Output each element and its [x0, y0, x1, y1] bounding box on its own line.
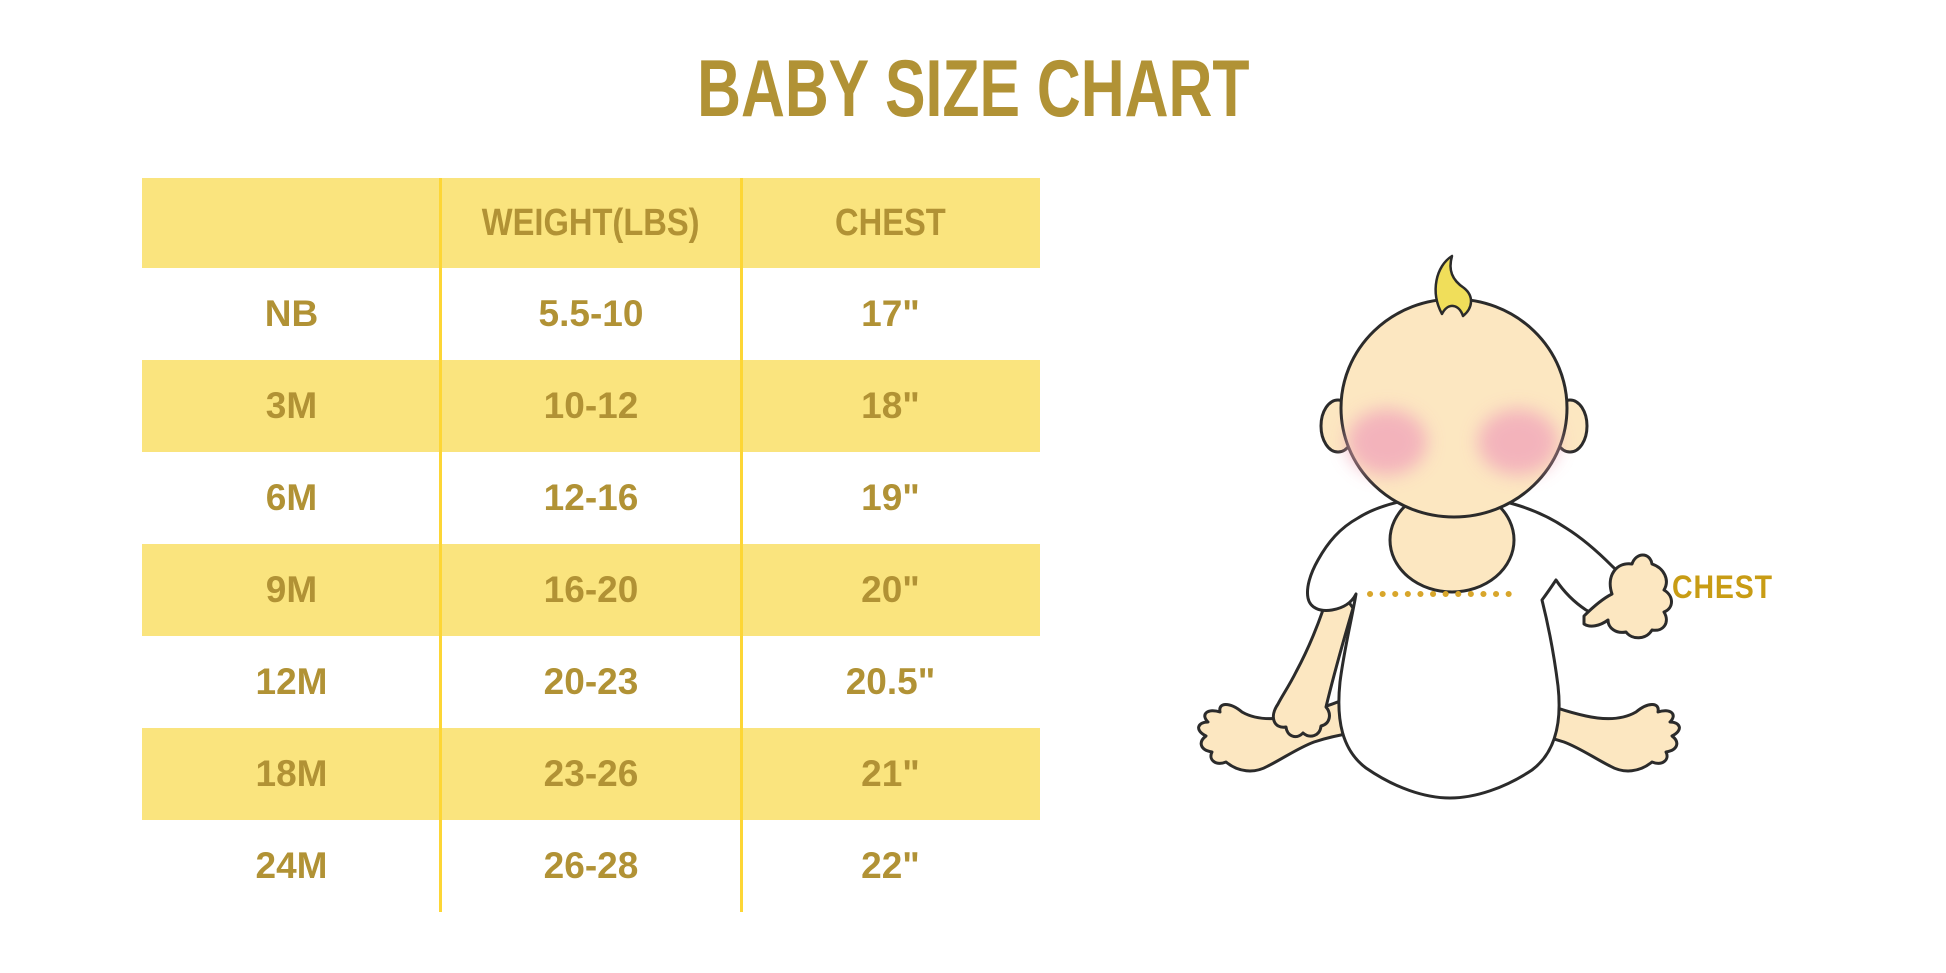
chest-measurement-label: CHEST	[1672, 571, 1785, 603]
chest-cell: 18"	[861, 385, 920, 426]
table-row: 18M 23-26 21"	[142, 728, 1040, 820]
weight-cell: 12-16	[543, 477, 639, 518]
chest-cell: 21"	[861, 753, 920, 794]
baby-illustration	[1197, 254, 1681, 800]
size-cell: 24M	[255, 845, 328, 886]
table-row: 12M 20-23 20.5"	[142, 636, 1040, 728]
table-header-row: WEIGHT(LBS) CHEST	[142, 178, 1040, 268]
table-row: 9M 16-20 20"	[142, 544, 1040, 636]
table-row: 6M 12-16 19"	[142, 452, 1040, 544]
chest-measurement-label-text: CHEST	[1672, 569, 1773, 605]
table-row: 24M 26-28 22"	[142, 820, 1040, 912]
weight-cell: 5.5-10	[538, 293, 644, 334]
header-size-cell	[142, 178, 441, 268]
size-cell: NB	[264, 293, 319, 334]
baby-blush-left	[1347, 409, 1427, 475]
size-cell: 6M	[265, 477, 318, 518]
baby-head	[1339, 297, 1569, 519]
weight-cell: 20-23	[543, 661, 639, 702]
size-cell: 18M	[255, 753, 328, 794]
column-divider-2	[740, 178, 743, 912]
weight-cell: 23-26	[543, 753, 639, 794]
size-table-body: NB 5.5-10 17" 3M 10-12 18" 6M 12-16 19" …	[142, 268, 1040, 912]
baby-blush-right	[1478, 409, 1558, 475]
table-row: NB 5.5-10 17"	[142, 268, 1040, 360]
weight-cell: 26-28	[543, 845, 639, 886]
baby-left-arm	[1271, 580, 1355, 739]
header-weight-label: WEIGHT(LBS)	[482, 201, 700, 244]
size-cell: 3M	[265, 385, 318, 426]
weight-cell: 16-20	[543, 569, 639, 610]
chest-cell: 20.5"	[845, 661, 936, 702]
chest-cell: 17"	[861, 293, 920, 334]
size-cell: 12M	[255, 661, 328, 702]
page-title-text: BABY SIZE CHART	[696, 44, 1250, 134]
weight-cell: 10-12	[543, 385, 639, 426]
baby-hair-curl	[1434, 254, 1473, 318]
chest-cell: 20"	[861, 569, 920, 610]
column-divider-1	[439, 178, 442, 912]
baby-right-fist	[1582, 553, 1673, 640]
chest-cell: 19"	[861, 477, 920, 518]
header-chest-cell: CHEST	[741, 178, 1040, 268]
chest-cell: 22"	[861, 845, 920, 886]
header-weight-cell: WEIGHT(LBS)	[441, 178, 741, 268]
page-title: BABY SIZE CHART	[0, 49, 1946, 130]
table-row: 3M 10-12 18"	[142, 360, 1040, 452]
size-cell: 9M	[265, 569, 318, 610]
header-chest-label: CHEST	[835, 201, 946, 244]
size-table: WEIGHT(LBS) CHEST NB 5.5-10 17" 3M 10-12…	[142, 178, 1040, 912]
